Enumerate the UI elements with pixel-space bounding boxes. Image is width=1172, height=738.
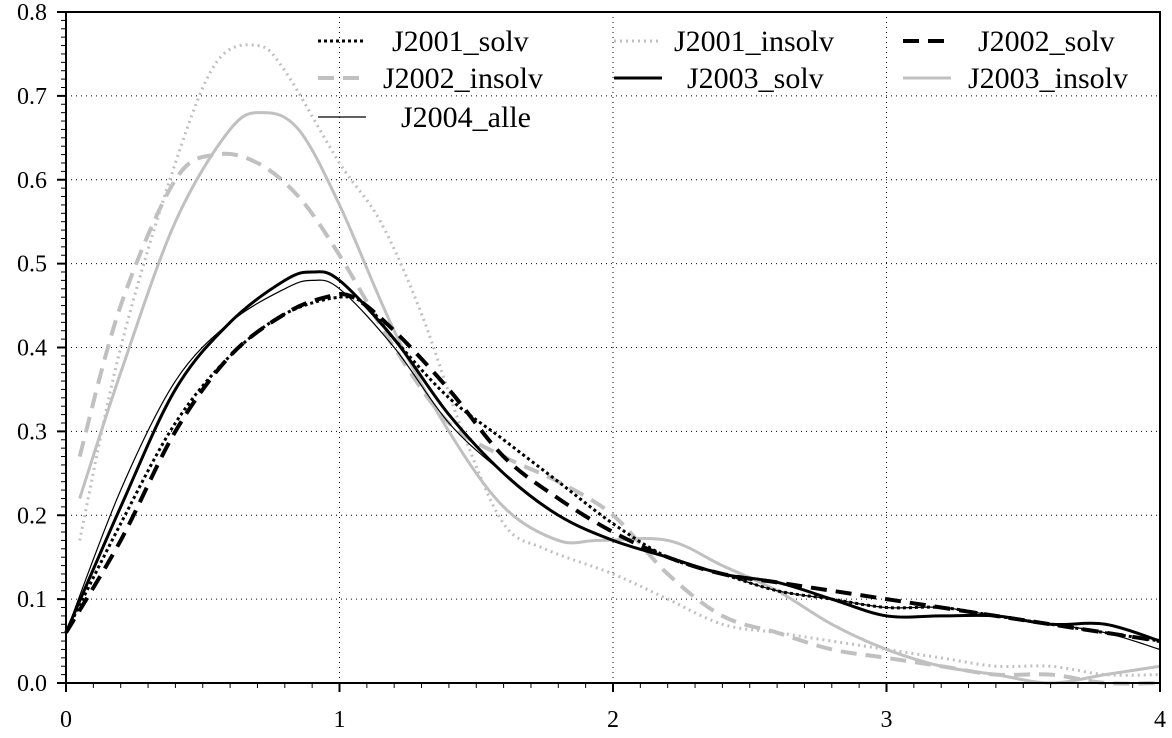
series-line-j2001-insolv	[78, 43, 1161, 677]
y-tick-label: 0.4	[17, 336, 47, 362]
y-tick-label: 0.8	[17, 0, 47, 26]
x-tick-label: 3	[881, 707, 893, 733]
legend-label: J2001_insolv	[674, 25, 834, 58]
legend-label: J2004_alle	[401, 101, 531, 134]
legend-label: J2002_insolv	[383, 62, 543, 95]
legend-label: J2003_solv	[687, 62, 824, 95]
y-tick-label: 0.2	[17, 503, 47, 529]
legend: J2001_solv J2001_insolv J2002_solv J2002_in…	[318, 25, 1128, 134]
x-tick-label: 2	[607, 707, 619, 733]
y-tick-label: 0.6	[17, 168, 47, 194]
x-tick-label: 1	[334, 707, 346, 733]
series-line-j2004-alle	[65, 279, 1161, 651]
y-tick-label: 0.5	[17, 252, 47, 278]
axes: 0 1 2 3 4 0.0 0.1 0.2 0.3 0.4 0.5 0.6 0.7 0.8	[17, 0, 1166, 733]
grid-lines	[66, 12, 1160, 683]
series-line-j2003-insolv	[78, 111, 1161, 685]
y-tick-label: 0.0	[17, 671, 47, 697]
y-tick-label: 0.3	[17, 419, 47, 445]
x-tick-label: 4	[1154, 707, 1166, 733]
y-tick-label: 0.1	[17, 587, 47, 613]
series-lines	[64, 43, 1161, 686]
legend-label: J2001_solv	[392, 25, 529, 58]
series-line-j2002-insolv	[77, 151, 1161, 686]
series-line-j2001-solv	[64, 295, 1161, 643]
x-tick-label: 0	[60, 707, 72, 733]
y-tick-label: 0.7	[17, 84, 47, 110]
legend-label: J2002_solv	[978, 25, 1115, 58]
legend-label: J2003_insolv	[968, 62, 1128, 95]
